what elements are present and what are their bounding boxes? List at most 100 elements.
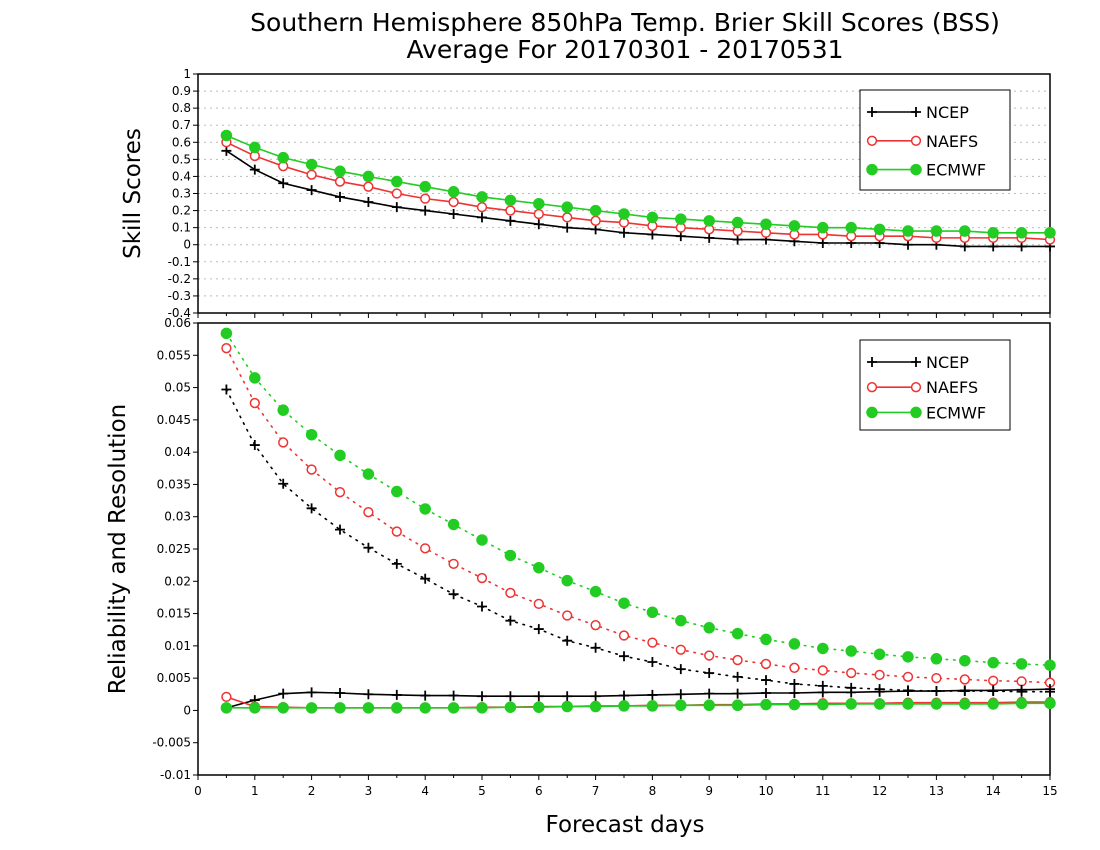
data-point [619,690,629,701]
y-tick-label: 0.7 [172,118,191,132]
data-point [873,698,886,710]
data-point [703,699,715,712]
data-point [846,667,857,679]
legend-marker [910,163,922,176]
series-ncep [221,145,1055,252]
data-point [874,669,885,681]
data-point [447,702,460,714]
data-point [1015,697,1028,710]
data-point [704,688,715,699]
data-point [504,194,517,207]
data-point [561,201,573,213]
y-tick-label: -0.2 [168,272,191,286]
data-point [647,657,658,667]
y-tick-label: 0.6 [172,135,191,149]
data-point [789,678,800,689]
data-point [335,524,345,535]
series-naefs-resolution [221,343,1056,688]
y-tick-label: 0 [183,703,191,717]
data-point [306,169,317,180]
y-tick-label: -0.1 [168,255,191,269]
data-point [448,690,459,701]
data-point [335,191,345,202]
y-tick-label: 0.3 [172,187,191,201]
legend-marker [867,107,877,117]
y-tick-label: 0.045 [157,413,191,427]
data-point [477,691,487,702]
data-point [987,227,999,239]
x-tick-label: 13 [929,784,944,798]
data-point [533,598,544,610]
data-point [788,698,801,711]
y-tick-label: 0.02 [164,574,191,588]
data-point [561,700,573,713]
data-point [1045,684,1055,695]
data-point [477,601,487,612]
data-point [930,698,943,710]
data-point [874,686,885,697]
data-point [959,685,970,696]
data-point [988,685,999,696]
data-point [590,691,601,702]
y-tick-label: -0.3 [168,289,191,303]
data-point [732,654,743,666]
data-point [448,589,459,600]
data-point [420,205,431,216]
y-tick-label: 0 [183,238,191,252]
y-tick-label: 0.005 [157,671,191,685]
data-point [675,664,686,675]
series-ecmwf [220,129,1056,239]
data-point [590,224,601,235]
data-point [646,700,659,712]
data-point [562,212,573,223]
data-point [335,687,345,698]
data-point [703,215,715,227]
data-point [959,674,970,685]
series-ecmwf-resolution [220,327,1056,671]
data-point [1016,241,1027,252]
data-point [220,702,233,714]
data-point [903,686,913,697]
data-point [505,205,516,216]
x-tick-label: 2 [308,784,316,798]
y-tick-label: 1 [183,67,191,81]
data-point [873,223,886,236]
data-point [817,642,829,655]
data-point [391,485,403,498]
y-tick-label: 0.1 [172,221,191,235]
data-point [278,478,289,489]
chart-title: Southern Hemisphere 850hPa Temp. Brier S… [250,8,1000,37]
data-point [987,698,999,710]
y-tick-label: 0.035 [157,477,191,491]
data-point [363,181,374,192]
data-point [902,671,914,683]
data-point [731,699,744,712]
data-point [362,170,375,183]
data-point [987,656,999,669]
skill-scores-panel: -0.4 -0.3 -0.2 -0.1 0 0.1 0.2 0.3 0.4 0.5 0.6 0.7 0.… [120,67,1056,320]
data-point [334,176,346,187]
data-point [675,614,687,627]
data-point [505,215,516,226]
data-point [419,180,431,193]
legend-label-ncep: NCEP [926,103,969,122]
data-point [589,585,602,598]
data-point [562,610,573,621]
data-point [533,624,544,635]
data-point [363,542,374,553]
data-point [220,129,233,142]
data-point [675,213,687,225]
data-point [817,687,828,698]
data-point [448,208,459,219]
y-tick-label: -0.4 [168,306,191,320]
data-point [931,672,942,684]
legend-label-naefs: NAEFS [926,132,978,151]
legend: NCEP NAEFS ECMWF [859,339,1011,431]
data-point [732,671,743,682]
data-point [278,688,289,699]
data-point [619,227,629,238]
data-point [618,700,630,712]
legend-marker [911,357,921,367]
x-tick-label: 5 [478,784,486,798]
data-point [675,644,686,655]
